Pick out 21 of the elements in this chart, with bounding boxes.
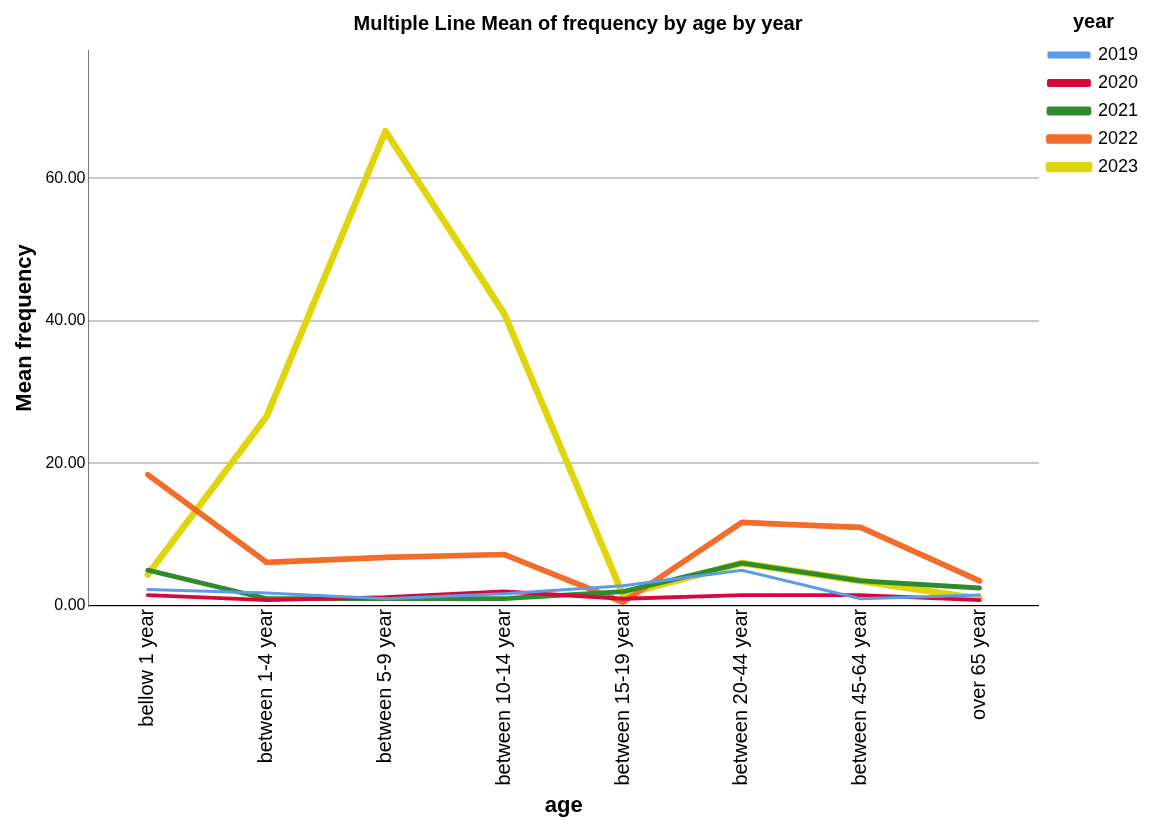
legend-label: 2019 [1097, 43, 1138, 64]
y-tick-label: 0.00 [54, 596, 86, 614]
legend-label: 2022 [1097, 127, 1138, 148]
x-tick-label: over 65 year [967, 608, 990, 720]
x-tick-label: between 5-9 year [372, 608, 395, 764]
y-tick-label: 40.00 [45, 311, 86, 329]
x-tick-label: between 15-19 year [610, 608, 633, 786]
x-tick-label: between 45-64 year [848, 608, 871, 786]
x-tick-label: between 10-14 year [491, 608, 514, 786]
legend-label: 2023 [1097, 155, 1138, 176]
chart-title: Multiple Line Mean of frequency by age by year [353, 11, 803, 34]
y-tick-label: 20.00 [45, 453, 86, 471]
y-tick-label: 60.00 [45, 168, 86, 186]
x-tick-label: bellow 1 year [135, 608, 158, 727]
y-axis-title: Mean frequency [11, 243, 37, 412]
x-axis-title: age [544, 791, 583, 817]
x-tick-label: between 20-44 year [729, 608, 752, 786]
legend-label: 2020 [1097, 71, 1138, 92]
legend-title: year [1072, 9, 1115, 32]
legend-label: 2021 [1097, 99, 1138, 120]
x-tick-label: between 1-4 year [254, 608, 277, 764]
